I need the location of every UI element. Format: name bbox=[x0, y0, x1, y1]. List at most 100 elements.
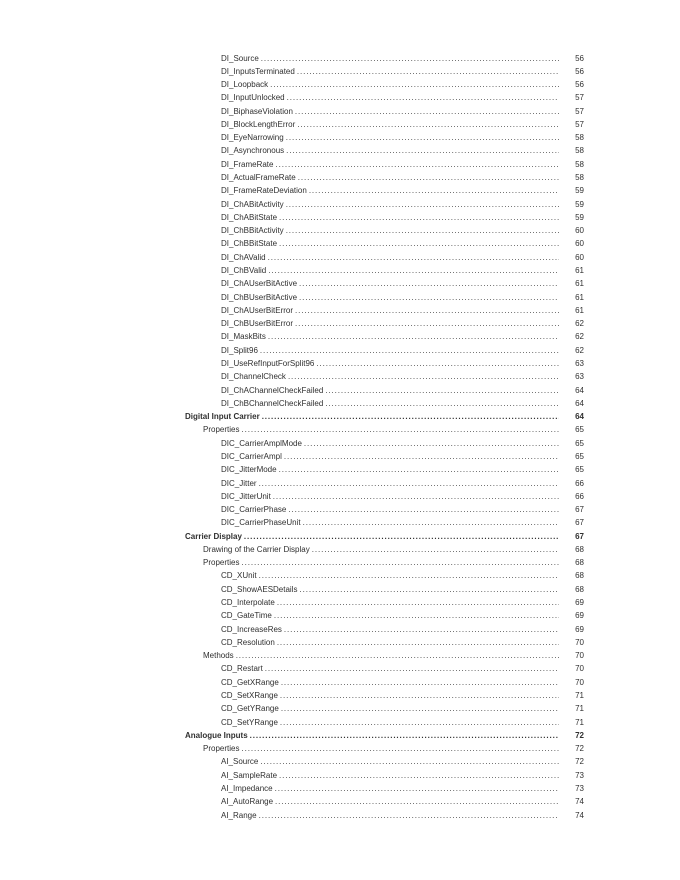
toc-entry-label: DI_MaskBits bbox=[221, 332, 266, 342]
dot-leader bbox=[262, 410, 559, 423]
toc-entry: DI_ChBChannelCheckFailed 64 bbox=[185, 397, 584, 410]
dot-leader bbox=[270, 78, 559, 91]
dot-leader bbox=[241, 556, 559, 569]
table-of-contents: DI_Source 56 DI_InputsTerminated 56 DI_L… bbox=[185, 52, 584, 822]
dot-leader bbox=[303, 516, 559, 529]
toc-entry-page-number: 64 bbox=[575, 385, 584, 395]
toc-entry: Methods 70 bbox=[185, 649, 584, 662]
toc-entry-label: Properties bbox=[203, 744, 240, 754]
toc-entry-page-number: 68 bbox=[575, 544, 584, 554]
toc-entry-page-number: 61 bbox=[575, 292, 584, 302]
dot-leader bbox=[299, 277, 559, 290]
toc-entry-page-number: 62 bbox=[575, 345, 584, 355]
toc-entry: DI_FrameRate 58 bbox=[185, 158, 584, 171]
toc-entry: AI_SampleRate 73 bbox=[185, 769, 584, 782]
dot-leader bbox=[236, 649, 559, 662]
toc-entry: Properties 68 bbox=[185, 556, 584, 569]
toc-entry-label: Drawing of the Carrier Display bbox=[203, 544, 310, 554]
dot-leader bbox=[295, 317, 559, 330]
toc-entry-page-number: 57 bbox=[575, 119, 584, 129]
toc-entry: DI_ChABitActivity 59 bbox=[185, 198, 584, 211]
toc-entry-page-number: 59 bbox=[575, 199, 584, 209]
toc-entry: Properties 72 bbox=[185, 742, 584, 755]
toc-entry: DI_MaskBits 62 bbox=[185, 330, 584, 343]
toc-entry-label: AI_Range bbox=[221, 810, 257, 820]
toc-entry: CD_SetYRange 71 bbox=[185, 716, 584, 729]
toc-entry-label: DI_Split96 bbox=[221, 345, 258, 355]
toc-entry-label: DI_BlockLengthError bbox=[221, 119, 296, 129]
toc-entry-label: CD_ShowAESDetails bbox=[221, 584, 298, 594]
toc-entry: CD_XUnit 68 bbox=[185, 569, 584, 582]
toc-entry: DI_EyeNarrowing 58 bbox=[185, 131, 584, 144]
dot-leader bbox=[261, 52, 559, 65]
toc-entry: Properties 65 bbox=[185, 423, 584, 436]
toc-entry: DI_ChannelCheck 63 bbox=[185, 370, 584, 383]
toc-entry-page-number: 70 bbox=[575, 651, 584, 661]
dot-leader bbox=[280, 689, 559, 702]
toc-entry-page-number: 60 bbox=[575, 252, 584, 262]
toc-entry-page-number: 59 bbox=[575, 212, 584, 222]
toc-entry-page-number: 74 bbox=[575, 810, 584, 820]
toc-entry: DI_ChAChannelCheckFailed 64 bbox=[185, 384, 584, 397]
dot-leader bbox=[277, 596, 559, 609]
toc-entry-page-number: 67 bbox=[575, 518, 584, 528]
toc-entry-label: DI_Loopback bbox=[221, 80, 269, 90]
toc-entry-label: Methods bbox=[203, 651, 234, 661]
toc-entry-page-number: 72 bbox=[575, 730, 584, 740]
dot-leader bbox=[268, 251, 559, 264]
toc-entry-label: DI_ChABitActivity bbox=[221, 199, 284, 209]
toc-entry-label: DI_ChannelCheck bbox=[221, 372, 286, 382]
dot-leader bbox=[250, 729, 559, 742]
toc-entry-label: DI_InputsTerminated bbox=[221, 66, 295, 76]
toc-entry: CD_GetYRange 71 bbox=[185, 702, 584, 715]
toc-entry-label: CD_Resolution bbox=[221, 637, 275, 647]
toc-entry-label: DI_ChAValid bbox=[221, 252, 266, 262]
toc-entry-page-number: 73 bbox=[575, 770, 584, 780]
toc-entry-label: DIC_CarrierAmpl bbox=[221, 451, 282, 461]
toc-entry-label: DI_EyeNarrowing bbox=[221, 133, 284, 143]
toc-entry-page-number: 59 bbox=[575, 186, 584, 196]
dot-leader bbox=[268, 264, 559, 277]
toc-entry: DIC_Jitter 66 bbox=[185, 477, 584, 490]
dot-leader bbox=[286, 224, 559, 237]
dot-leader bbox=[273, 490, 559, 503]
toc-entry-label: DIC_CarrierAmplMode bbox=[221, 438, 302, 448]
dot-leader bbox=[295, 105, 559, 118]
toc-entry-page-number: 57 bbox=[575, 106, 584, 116]
dot-leader bbox=[275, 782, 559, 795]
toc-entry: DI_FrameRateDeviation 59 bbox=[185, 184, 584, 197]
toc-entry-label: CD_Interpolate bbox=[221, 598, 275, 608]
dot-leader bbox=[279, 211, 559, 224]
dot-leader bbox=[284, 623, 559, 636]
toc-entry-page-number: 64 bbox=[575, 412, 584, 422]
toc-entry: Drawing of the Carrier Display 68 bbox=[185, 543, 584, 556]
dot-leader bbox=[260, 344, 559, 357]
dot-leader bbox=[286, 144, 559, 157]
dot-leader bbox=[275, 158, 559, 171]
dot-leader bbox=[297, 118, 559, 131]
dot-leader bbox=[325, 384, 559, 397]
dot-leader bbox=[265, 662, 559, 675]
toc-entry-page-number: 72 bbox=[575, 744, 584, 754]
toc-entry-page-number: 60 bbox=[575, 239, 584, 249]
toc-entry-label: AI_AutoRange bbox=[221, 797, 274, 807]
toc-entry-page-number: 66 bbox=[575, 478, 584, 488]
dot-leader bbox=[281, 702, 559, 715]
toc-entry-page-number: 62 bbox=[575, 319, 584, 329]
toc-entry-page-number: 56 bbox=[575, 66, 584, 76]
toc-entry-page-number: 64 bbox=[575, 398, 584, 408]
toc-entry-label: DI_ChAUserBitError bbox=[221, 305, 294, 315]
toc-entry-label: DIC_JitterUnit bbox=[221, 491, 271, 501]
toc-entry: AI_AutoRange 74 bbox=[185, 795, 584, 808]
dot-leader bbox=[241, 742, 559, 755]
toc-entry: DI_ChABitState 59 bbox=[185, 211, 584, 224]
dot-leader bbox=[312, 543, 559, 556]
toc-entry-page-number: 65 bbox=[575, 465, 584, 475]
toc-entry-page-number: 66 bbox=[575, 491, 584, 501]
toc-entry-label: CD_XUnit bbox=[221, 571, 257, 581]
toc-entry-page-number: 65 bbox=[575, 438, 584, 448]
dot-leader bbox=[304, 437, 559, 450]
toc-entry: Digital Input Carrier 64 bbox=[185, 410, 584, 423]
toc-entry-label: Digital Input Carrier bbox=[185, 412, 260, 422]
